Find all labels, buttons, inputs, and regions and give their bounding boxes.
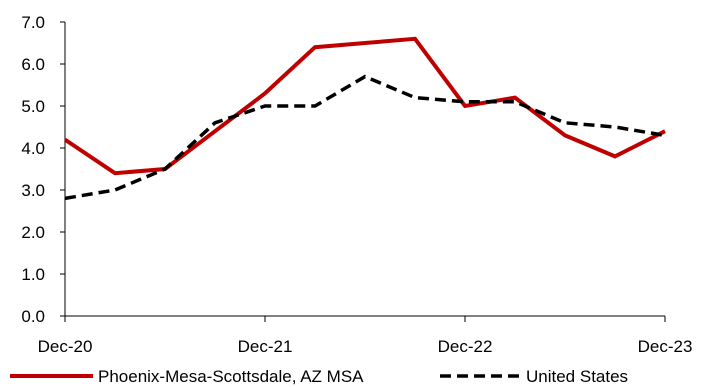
y-tick-label: 5.0 [21,97,45,116]
legend-label: United States [526,367,628,386]
x-tick-label: Dec-21 [238,337,293,356]
y-tick-label: 6.0 [21,55,45,74]
legend-label: Phoenix-Mesa-Scottsdale, AZ MSA [98,367,364,386]
axes [60,21,666,322]
y-tick-label: 3.0 [21,181,45,200]
y-tick-label: 2.0 [21,223,45,242]
y-tick-label: 4.0 [21,139,45,158]
x-axis-tick-labels: Dec-20 Dec-21 Dec-22 Dec-23 [38,337,693,356]
x-tick-label: Dec-23 [638,337,693,356]
y-tick-label: 0.0 [21,307,45,326]
legend: Phoenix-Mesa-Scottsdale, AZ MSA United St… [10,367,628,386]
series-line-phoenix [63,36,666,176]
y-tick-label: 7.0 [21,13,45,32]
y-tick-label: 1.0 [21,265,45,284]
y-axis-tick-labels: 0.0 1.0 2.0 3.0 4.0 5.0 6.0 7.0 [21,13,45,326]
series-layer [63,36,666,201]
x-tick-label: Dec-20 [38,337,93,356]
x-tick-label: Dec-22 [438,337,493,356]
